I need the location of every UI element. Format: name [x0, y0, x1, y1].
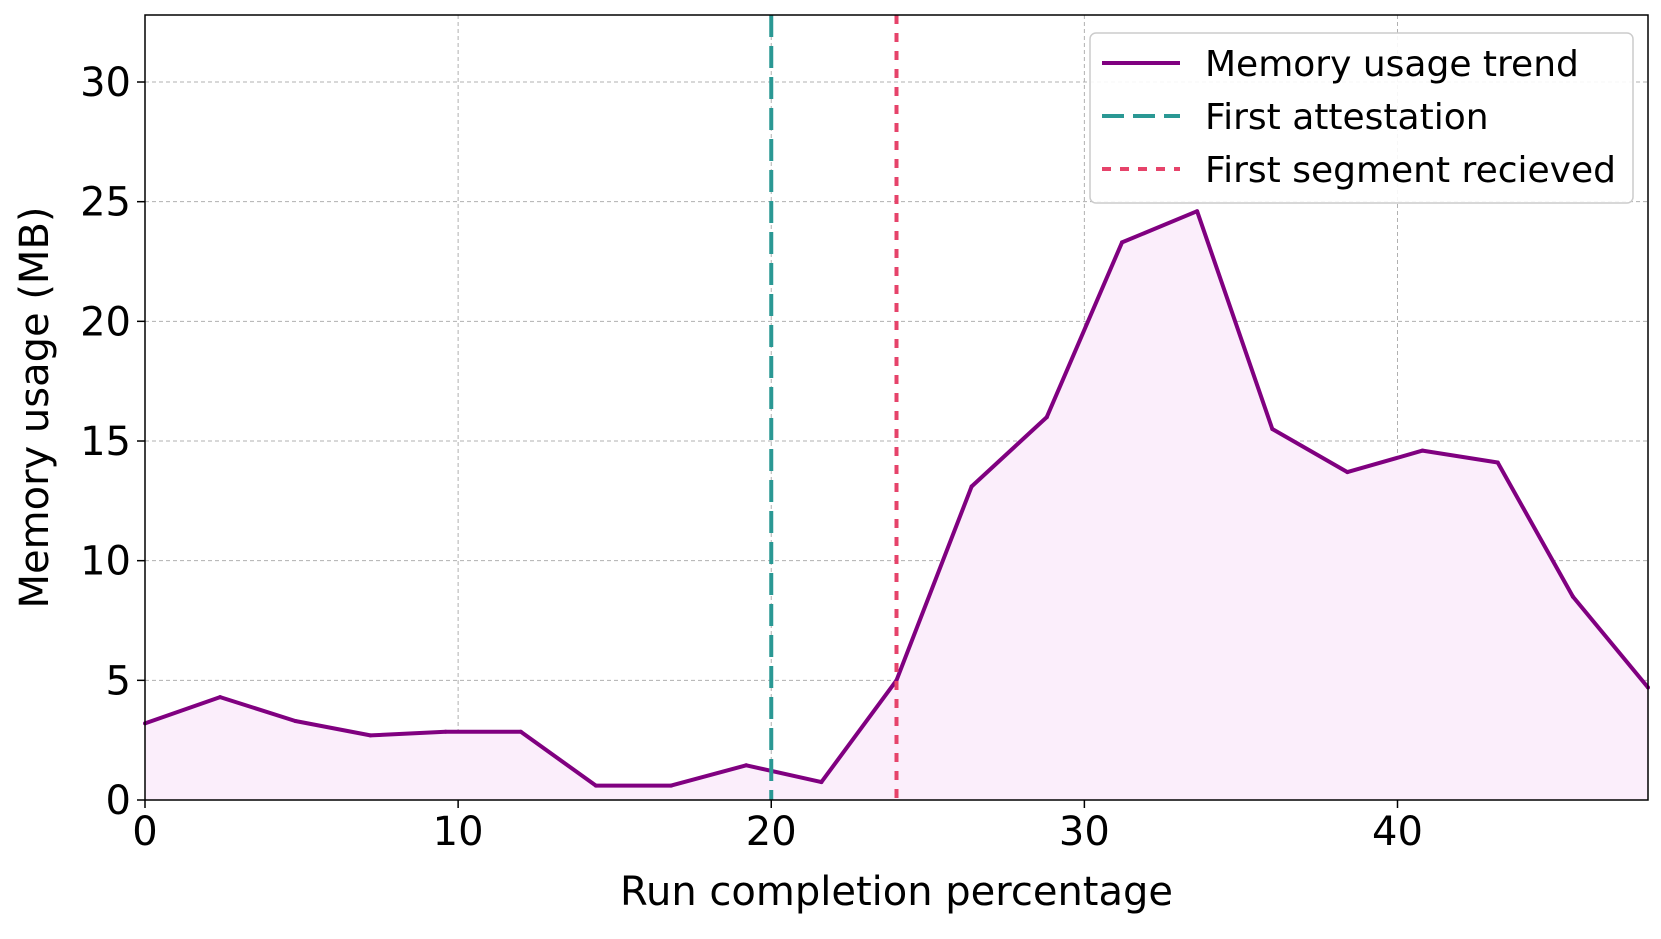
y-tick-label: 0	[106, 778, 131, 824]
data-point	[443, 729, 448, 734]
data-point	[518, 729, 523, 734]
series-layer	[143, 209, 1650, 788]
y-tick-label: 10	[80, 539, 131, 585]
legend-label: Memory usage trend	[1205, 44, 1579, 85]
data-point	[744, 763, 749, 768]
x-axis-label: Run completion percentage	[620, 869, 1173, 915]
data-point	[1420, 448, 1425, 453]
x-tick-label: 0	[132, 809, 157, 855]
plot-frame	[144, 14, 1649, 801]
y-tick-label: 30	[80, 60, 131, 106]
y-tick-label: 15	[80, 419, 131, 465]
x-tick-label: 30	[1059, 809, 1110, 855]
legend-label: First attestation	[1205, 97, 1489, 138]
data-point	[218, 695, 223, 700]
data-point	[819, 780, 824, 785]
data-point	[1495, 460, 1500, 465]
data-point	[669, 783, 674, 788]
data-point	[1570, 594, 1575, 599]
x-tick-label: 10	[433, 809, 484, 855]
data-point	[368, 733, 373, 738]
area-fill-layer	[145, 211, 1648, 800]
data-point	[1345, 470, 1350, 475]
legend-label: First segment recieved	[1205, 150, 1616, 191]
y-tick-label: 5	[106, 658, 131, 704]
legend: Memory usage trend First attestation First…	[1089, 32, 1634, 204]
y-tick-label: 20	[80, 299, 131, 345]
data-point	[1120, 240, 1124, 245]
series-area-fill	[145, 211, 1648, 800]
x-tick-label: 20	[746, 809, 797, 855]
legend-box	[1089, 32, 1634, 204]
data-point	[1270, 427, 1275, 431]
data-point	[1195, 209, 1200, 214]
data-point	[969, 484, 974, 489]
data-point	[593, 783, 598, 788]
y-tick-label: 25	[80, 180, 131, 226]
data-point	[293, 719, 298, 723]
tick-labels: 0 10 20 30 40 0 5 10 15 20 25 30	[80, 60, 1423, 855]
marker-lines-layer	[769, 15, 899, 800]
x-tick-label: 40	[1372, 809, 1423, 855]
axes-frame	[144, 14, 1649, 801]
data-point	[1044, 415, 1049, 420]
y-axis-label: Memory usage (MB)	[12, 207, 58, 609]
